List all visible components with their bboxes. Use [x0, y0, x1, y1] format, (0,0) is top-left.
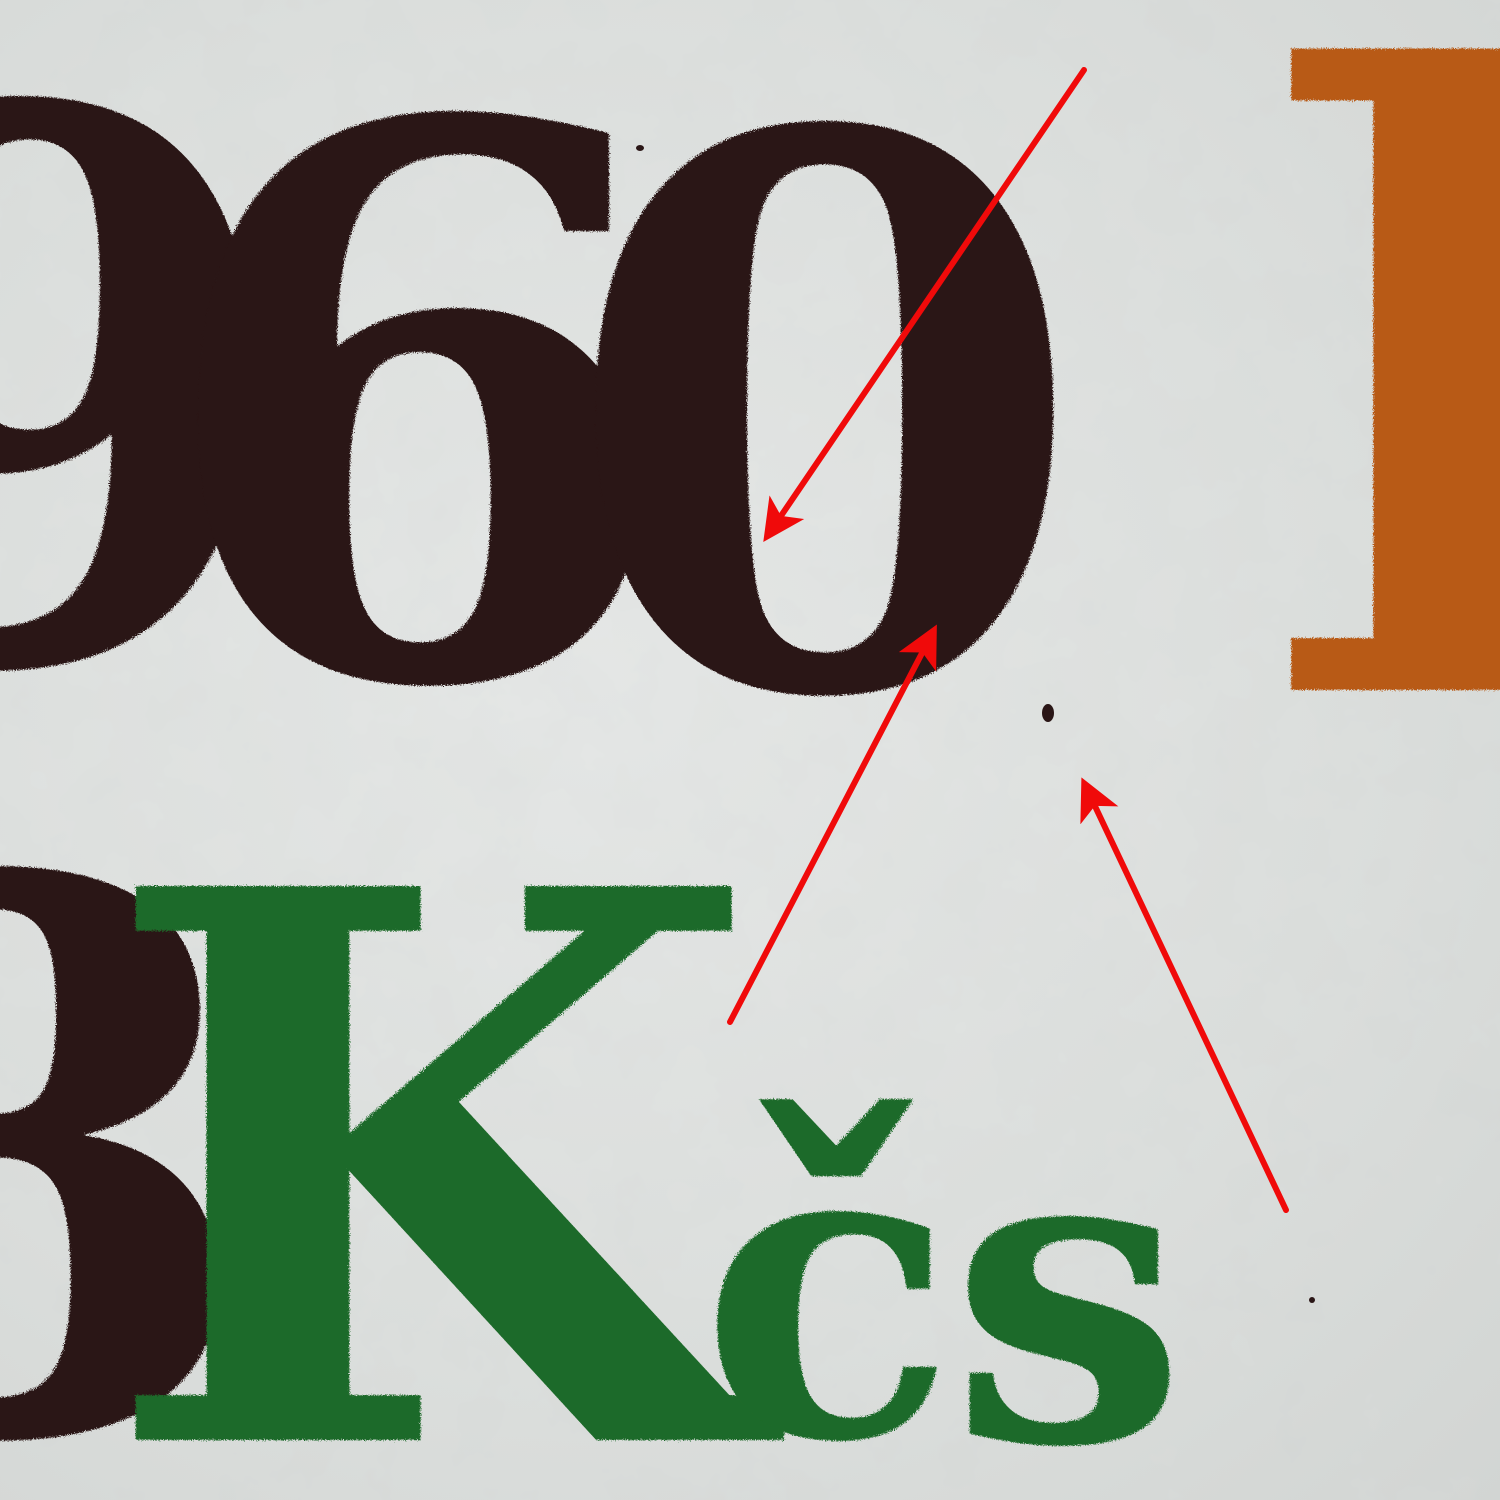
- ink-speck: [1309, 1297, 1315, 1303]
- currency-letter-c-caron: č: [700, 1042, 956, 1500]
- ink-speck: [636, 145, 644, 151]
- left-digit-top: 9: [0, 0, 299, 840]
- numeral-six: 6: [150, 0, 679, 855]
- orange-letter-e: E: [1250, 0, 1500, 898]
- arrow-bottom-right-to-dot: [1080, 777, 1289, 1213]
- left-digit-bottom: 8: [0, 717, 259, 1500]
- currency-letter-s: s: [950, 1047, 1186, 1500]
- arrow-top-right-to-zero: [763, 67, 1087, 542]
- arrow-bottom-left-to-zero-corner: [727, 624, 937, 1025]
- numeral-zero: 0: [560, 0, 1089, 865]
- currency-letter-k: K: [100, 727, 789, 1500]
- ink-speck: [1042, 704, 1054, 722]
